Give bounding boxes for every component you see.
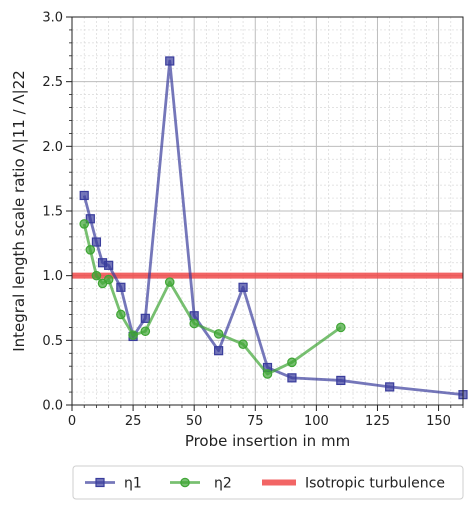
legend-label-eta2: η2 (214, 476, 232, 492)
x-tick-label: 150 (426, 414, 451, 429)
x-tick-label: 100 (304, 414, 329, 429)
series-2 (79, 219, 346, 379)
data-point (140, 326, 151, 337)
data-point (104, 260, 114, 270)
series-1 (79, 56, 468, 400)
y-tick-label: 2.0 (42, 140, 63, 155)
data-point (91, 237, 102, 247)
legend-marker-eta1 (95, 477, 105, 488)
x-axis-label: Probe insertion in mm (185, 432, 350, 450)
legend-label-isotropic: Isotropic turbulence (305, 476, 445, 492)
legend: η1 η2 Isotropic turbulence (72, 465, 464, 500)
data-point (165, 56, 175, 66)
data-point (85, 214, 95, 224)
y-tick-label: 0.0 (42, 399, 63, 414)
series-layer (79, 56, 468, 400)
data-point (116, 282, 126, 292)
x-tick-label: 50 (186, 414, 203, 429)
data-point (91, 270, 102, 281)
y-tick-label: 1.5 (42, 205, 63, 220)
data-point (128, 330, 138, 340)
data-point (213, 329, 224, 339)
data-point (103, 274, 114, 285)
y-tick-label: 3.0 (42, 11, 63, 26)
data-point (79, 219, 90, 229)
data-point (336, 375, 346, 386)
data-point (116, 309, 126, 320)
y-tick-label: 2.5 (42, 75, 63, 90)
data-point (262, 369, 273, 379)
legend-label-eta1: η1 (124, 476, 142, 492)
series-line (82, 59, 464, 397)
data-point (164, 277, 175, 287)
x-tick-label: 125 (365, 414, 390, 429)
tick-labels: 0 25 50 75 100 125 150 0.0 0.5 1.0 1.5 2.0 2.5 3.0 (42, 11, 451, 430)
x-tick-label: 75 (247, 414, 264, 429)
data-point (336, 322, 346, 333)
data-point (79, 190, 89, 201)
x-tick-label: 25 (125, 414, 142, 429)
x-tick-label: 0 (68, 414, 76, 429)
data-point (238, 339, 248, 350)
legend-marker-eta2 (180, 477, 190, 488)
data-point (189, 318, 199, 329)
data-point (385, 382, 395, 392)
data-point (287, 373, 297, 383)
y-axis-label: Integral length scale ratio Λ|11 / Λ|22 (10, 70, 28, 352)
data-point (140, 313, 150, 323)
data-point (85, 245, 96, 255)
data-point (287, 357, 297, 368)
y-tick-label: 0.5 (42, 334, 63, 349)
y-tick-label: 1.0 (42, 269, 63, 284)
data-point (214, 346, 224, 356)
axis-ticks (66, 16, 464, 411)
data-point (238, 282, 248, 292)
